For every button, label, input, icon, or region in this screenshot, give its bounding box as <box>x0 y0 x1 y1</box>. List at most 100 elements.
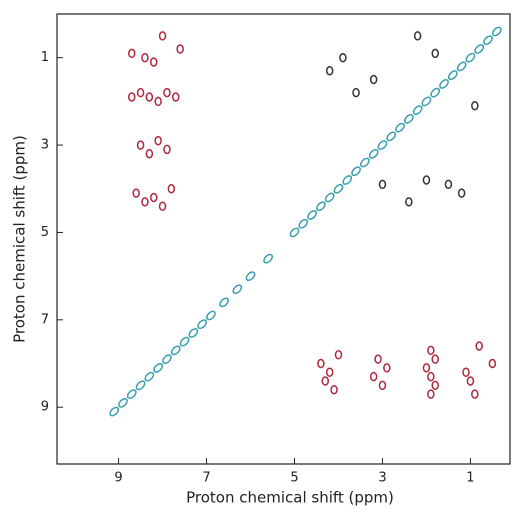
peak <box>351 166 361 177</box>
peak <box>378 380 387 391</box>
peak <box>141 197 149 207</box>
y-tick-label: 7 <box>41 312 49 327</box>
peak <box>444 179 453 190</box>
peak <box>197 319 208 330</box>
peak <box>128 92 136 102</box>
peak <box>431 380 439 391</box>
x-tick-label: 7 <box>202 471 210 486</box>
x-tick-label: 9 <box>114 471 122 486</box>
peak <box>334 350 343 360</box>
peak <box>377 140 388 150</box>
peak <box>378 179 387 190</box>
y-tick-label: 1 <box>41 50 49 65</box>
peak <box>163 87 171 98</box>
peak <box>188 328 199 338</box>
peak <box>412 105 423 115</box>
peak <box>333 183 344 194</box>
peak <box>427 345 435 356</box>
peak <box>158 31 167 41</box>
y-tick-label: 5 <box>41 225 49 240</box>
peak <box>321 376 330 386</box>
peak <box>263 253 273 264</box>
peak <box>475 341 483 351</box>
peak <box>158 201 167 211</box>
peak <box>422 175 431 185</box>
peak <box>153 363 164 373</box>
peak <box>118 397 128 408</box>
peak <box>245 271 256 282</box>
peak <box>298 218 309 229</box>
peak <box>395 122 405 133</box>
y-tick-label: 9 <box>41 400 49 415</box>
peak <box>109 406 120 417</box>
peak <box>474 44 485 54</box>
peak <box>163 144 171 155</box>
peak <box>171 92 180 102</box>
peak <box>316 201 326 212</box>
peak <box>144 371 155 382</box>
peak <box>128 48 136 59</box>
peak <box>136 140 145 150</box>
peak <box>176 44 184 54</box>
peak <box>317 358 325 369</box>
peak <box>462 367 470 378</box>
peak <box>167 184 176 194</box>
peak <box>491 26 502 37</box>
peak <box>324 192 335 203</box>
peak <box>126 389 137 399</box>
peak <box>339 52 347 63</box>
peak <box>206 310 216 321</box>
peak <box>145 92 154 102</box>
peak <box>405 197 413 207</box>
peak <box>352 87 360 98</box>
peak <box>386 131 397 142</box>
peak <box>150 192 158 203</box>
y-tick-label: 3 <box>41 138 49 153</box>
peak <box>136 87 145 98</box>
peak <box>342 175 353 185</box>
peak <box>421 96 432 107</box>
y-axis-title: Proton chemical shift (ppm) <box>11 135 29 343</box>
peak <box>466 376 475 386</box>
peak <box>431 354 439 364</box>
peak <box>141 52 149 63</box>
peak <box>457 188 466 198</box>
peak <box>431 48 439 59</box>
peak <box>488 358 497 369</box>
peak <box>471 100 479 111</box>
peak <box>289 227 300 238</box>
peak <box>330 384 338 395</box>
peak <box>150 57 158 67</box>
x-tick-label: 3 <box>378 471 386 486</box>
peak <box>135 380 146 391</box>
peak <box>232 284 243 295</box>
peak <box>439 79 449 89</box>
peak <box>427 371 435 382</box>
peak <box>307 210 317 220</box>
peak <box>427 389 435 399</box>
peak <box>369 371 378 382</box>
x-axis-title: Proton chemical shift (ppm) <box>186 489 394 507</box>
peak <box>465 52 476 63</box>
peak <box>430 87 441 98</box>
x-tick-label: 5 <box>290 471 298 486</box>
peak <box>325 367 334 378</box>
plot-frame <box>56 13 511 465</box>
peak <box>170 345 181 356</box>
peak <box>403 113 414 124</box>
peak <box>456 61 467 72</box>
peak <box>359 157 370 168</box>
peak <box>368 148 379 159</box>
peak <box>447 70 458 81</box>
peak <box>422 363 431 373</box>
peak <box>374 354 382 364</box>
peak <box>132 188 140 198</box>
peak <box>369 74 378 85</box>
peak <box>179 336 190 347</box>
peak <box>219 297 229 308</box>
peak <box>154 96 162 107</box>
x-tick-label: 1 <box>466 471 474 486</box>
peak <box>383 363 391 373</box>
peak <box>413 31 422 41</box>
